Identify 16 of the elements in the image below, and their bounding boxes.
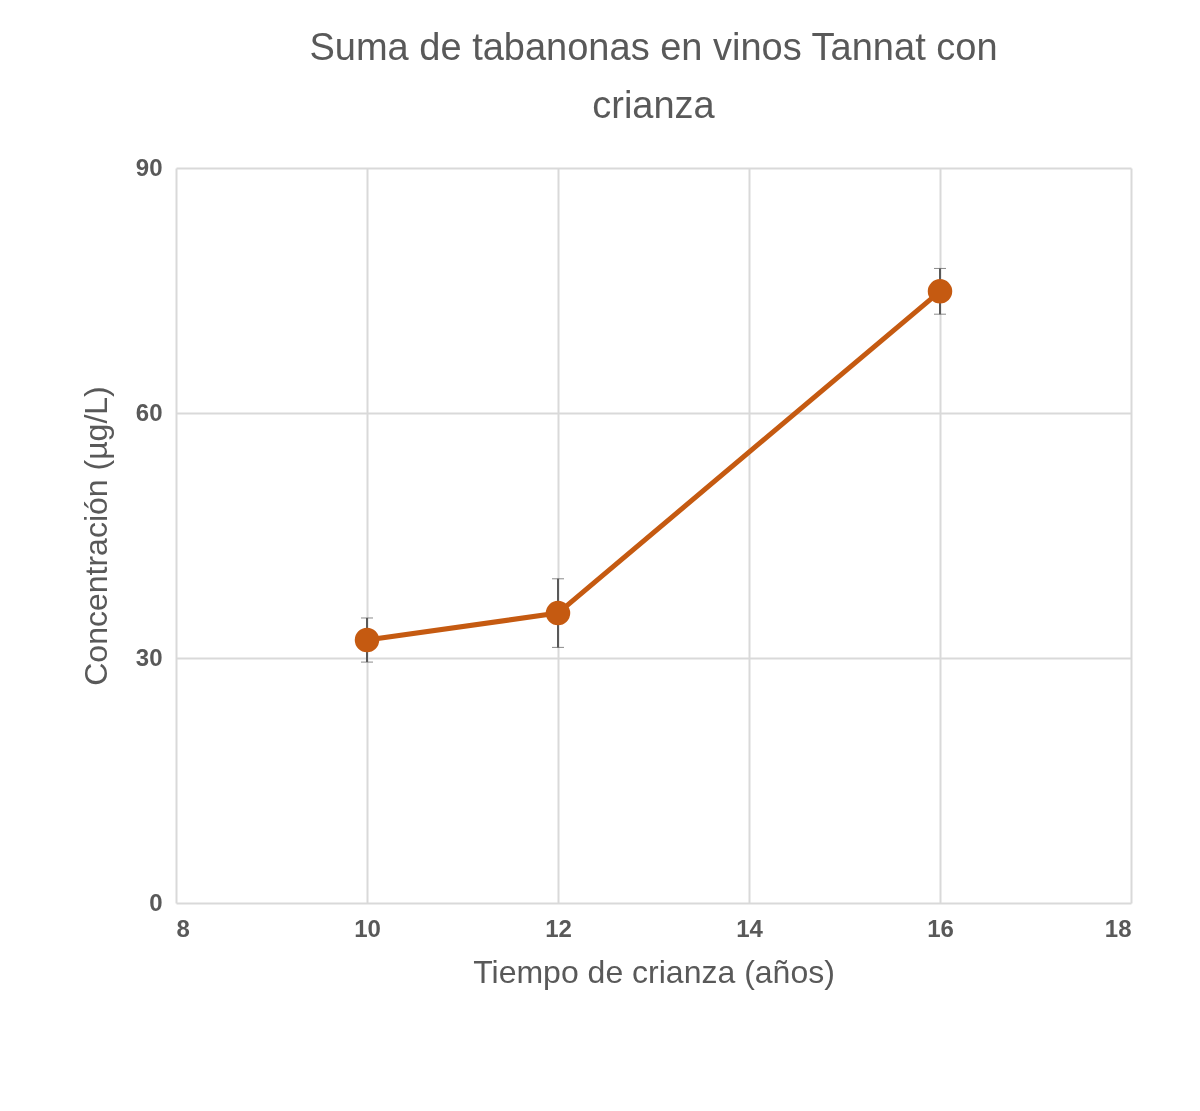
point [545,600,571,626]
x-axis-title: Tiempo de crianza (años) [473,953,835,990]
y-tick-label: 30 [135,643,163,671]
y-tick-label: 60 [135,398,163,426]
y-axis-title: Concentración (µg/L) [77,386,114,686]
point [927,279,953,304]
x-tick-label: 14 [736,914,764,942]
x-tick-label: 12 [545,914,572,942]
x-tick-label: 8 [176,914,190,942]
chart-title: Suma de tabanonas en vinos Tannat con crianza [309,26,998,126]
x-tick-label: 10 [354,914,381,942]
point [354,627,380,653]
x-tick-label: 18 [1104,914,1132,942]
y-tick-label: 0 [149,888,163,916]
y-tick-label: 90 [135,153,163,181]
x-tick-label: 16 [927,914,954,942]
